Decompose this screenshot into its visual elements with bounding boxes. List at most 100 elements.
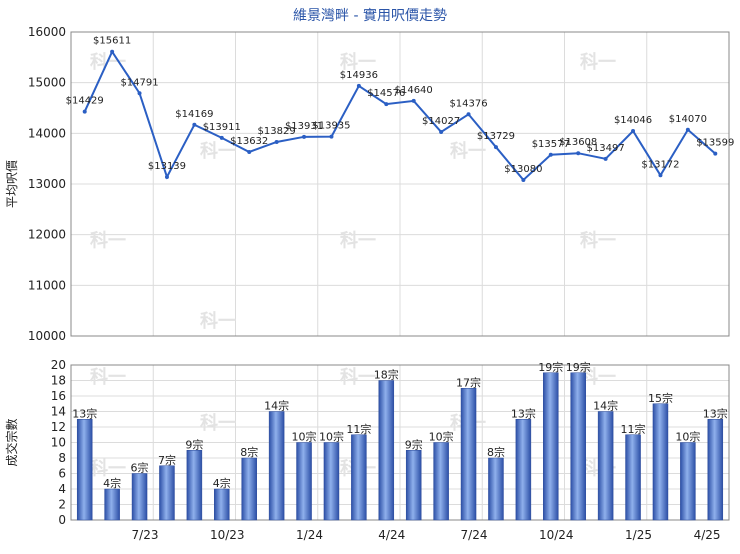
- bar: [460, 388, 477, 521]
- bar-data-label: 13宗: [703, 406, 728, 420]
- line-point: [631, 129, 636, 134]
- bar-data-label: 8宗: [240, 445, 258, 459]
- bar-data-label: 8宗: [487, 445, 505, 459]
- line-data-label: $13632: [230, 136, 268, 147]
- watermark: 科一: [340, 230, 376, 252]
- watermark: 科一: [90, 230, 126, 252]
- bar-data-label: 4宗: [103, 476, 121, 490]
- bar-data-label: 14宗: [264, 399, 289, 413]
- line-data-label: $14046: [614, 115, 652, 126]
- bar-data-label: 14宗: [593, 399, 618, 413]
- line-point: [302, 134, 307, 139]
- x-tick-label: 1/25: [625, 528, 652, 542]
- bar: [597, 411, 614, 521]
- bar-y-tick-label: 10: [51, 436, 66, 450]
- watermark: 科一: [200, 140, 236, 162]
- bar: [296, 442, 312, 521]
- line-data-label: $14576: [367, 88, 405, 99]
- bar: [268, 411, 285, 521]
- line-point: [439, 129, 444, 134]
- bar-data-label: 9宗: [405, 437, 423, 451]
- bar: [351, 434, 367, 521]
- line-series: [83, 49, 716, 182]
- bar: [405, 450, 422, 521]
- line-point: [521, 177, 526, 182]
- line-data-label: $13080: [504, 164, 542, 175]
- bar-data-label: 10宗: [675, 430, 700, 444]
- line-point: [274, 139, 279, 144]
- bar: [104, 488, 120, 521]
- bar-data-label: 7宗: [158, 453, 176, 467]
- line-data-label: $14791: [120, 77, 158, 88]
- line-data-label: $14376: [449, 98, 487, 109]
- line-point: [219, 135, 224, 140]
- x-tick-label: 10/24: [539, 528, 574, 542]
- line-data-label: $13931: [285, 121, 323, 132]
- bar: [214, 488, 230, 521]
- bar-data-label: 15宗: [648, 391, 673, 405]
- line-data-label: $14070: [669, 114, 707, 125]
- bar-y-tick-label: 20: [51, 358, 66, 372]
- line-data-label: $13139: [148, 161, 186, 172]
- x-tick-label: 4/25: [694, 528, 721, 542]
- line-y-tick-label: 15000: [28, 76, 66, 90]
- watermark: 科一: [90, 366, 126, 388]
- bar: [323, 442, 340, 521]
- bar-data-label: 9宗: [185, 437, 203, 451]
- line-point: [548, 152, 553, 157]
- x-tick-label: 4/24: [378, 528, 405, 542]
- line-point: [247, 149, 252, 154]
- line-point: [603, 156, 608, 161]
- line-point: [329, 134, 334, 139]
- line-point: [356, 83, 361, 88]
- bar-data-label: 11宗: [621, 422, 646, 436]
- line-point: [164, 174, 169, 179]
- line-y-tick-label: 13000: [28, 177, 66, 191]
- bar-data-label: 13宗: [511, 406, 536, 420]
- line-point: [576, 151, 581, 156]
- bar-y-tick-label: 16: [51, 389, 66, 403]
- line-data-label: $13577: [532, 139, 570, 150]
- bar-y-tick-label: 14: [51, 405, 66, 419]
- line-data-label: $13729: [477, 131, 515, 142]
- line-data-label: $13935: [312, 121, 350, 132]
- bar-y-tick-label: 4: [58, 482, 66, 496]
- line-data-label: $13599: [696, 138, 734, 149]
- line-data-label: $15611: [93, 36, 131, 47]
- line-data-label: $14169: [175, 109, 213, 120]
- watermark: 科一: [90, 457, 126, 479]
- bar: [652, 403, 669, 521]
- bar-y-tick-label: 8: [58, 451, 66, 465]
- line-plot-frame: [70, 31, 730, 337]
- line-point: [466, 112, 471, 117]
- line-data-label: $14027: [422, 116, 460, 127]
- line-data-label: $13829: [258, 126, 296, 137]
- watermark: 科一: [580, 51, 616, 73]
- line-y-tick-label: 16000: [28, 25, 66, 39]
- watermark: 科一: [200, 310, 236, 332]
- bar: [543, 372, 559, 521]
- line-data-label: $14429: [66, 96, 104, 107]
- bar: [159, 465, 175, 521]
- line-point: [384, 102, 389, 107]
- bar-data-label: 10宗: [292, 430, 317, 444]
- bar: [515, 419, 532, 521]
- line-y-tick-label: 11000: [28, 278, 66, 292]
- bar: [680, 442, 696, 521]
- bar: [241, 457, 257, 521]
- bar-y-tick-label: 12: [51, 420, 66, 434]
- bar: [488, 457, 504, 521]
- bar-data-label: 10宗: [429, 430, 454, 444]
- bar-data-label: 4宗: [213, 476, 231, 490]
- line-y-tick-label: 12000: [28, 228, 66, 242]
- bar: [625, 434, 641, 521]
- bar-data-label: 19宗: [538, 360, 563, 374]
- bar: [433, 442, 449, 521]
- bar-y-tick-label: 0: [58, 513, 66, 527]
- line-point: [137, 91, 142, 96]
- x-tick-label: 1/24: [296, 528, 323, 542]
- bar-data-label: 10宗: [319, 430, 344, 444]
- bar: [707, 419, 724, 521]
- line-y-tick-label: 14000: [28, 126, 66, 140]
